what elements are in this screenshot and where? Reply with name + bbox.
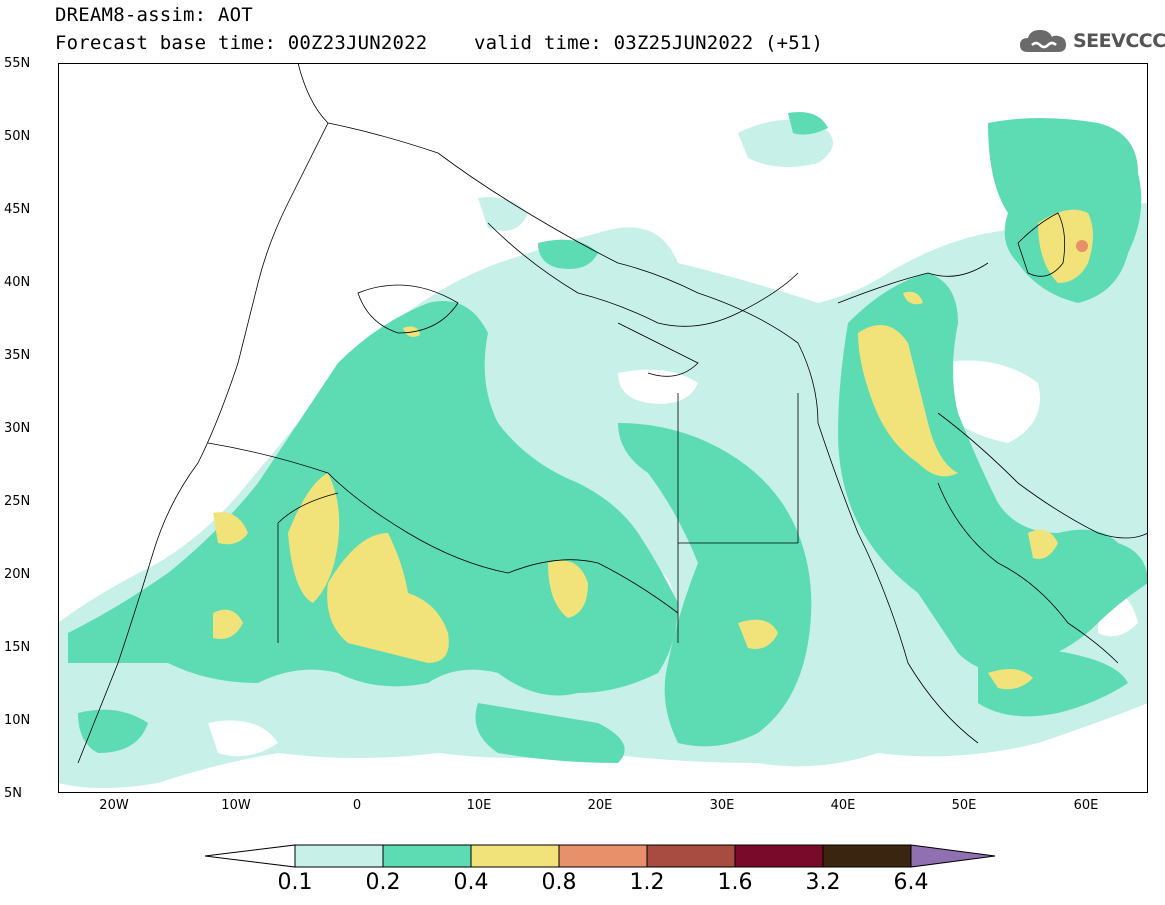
aot-map-svg [58, 63, 1148, 793]
lat-label-50n: 50N [4, 129, 31, 144]
map-title: DREAM8-assim: AOT [55, 4, 253, 26]
colorbar-label-3: 0.8 [541, 870, 577, 895]
map-border [58, 63, 1148, 793]
lon-label-20e: 20E [587, 798, 613, 813]
lon-label-0: 0 [352, 798, 362, 813]
colorbar-label-6: 3.2 [805, 870, 841, 895]
colorbar-box-2 [470, 844, 560, 868]
forecast-time-line: Forecast base time: 00Z23JUN2022 valid t… [55, 32, 824, 54]
lat-label-25n: 25N [4, 494, 31, 509]
lon-label-60e: 60E [1073, 798, 1099, 813]
lon-label-10e: 10E [466, 798, 492, 813]
lat-label-45n: 45N [4, 202, 31, 217]
colorbar-label-7: 6.4 [893, 870, 929, 895]
lat-label-55n: 55N [4, 56, 31, 71]
colorbar-box-0 [294, 844, 384, 868]
lat-label-5n: 5N [4, 786, 22, 801]
colorbar-box-3 [558, 844, 648, 868]
lon-label-50e: 50E [951, 798, 977, 813]
lon-label-30e: 30E [709, 798, 735, 813]
aot-level-0.8-hotspot [1076, 240, 1088, 252]
colorbar-label-1: 0.2 [365, 870, 401, 895]
lon-label-20w: 20W [99, 798, 129, 813]
colorbar-box-4 [646, 844, 736, 868]
aot-map [58, 63, 1148, 793]
lat-label-15n: 15N [4, 640, 31, 655]
colorbar [205, 844, 996, 868]
colorbar-label-2: 0.4 [453, 870, 489, 895]
lat-label-10n: 10N [4, 713, 31, 728]
lat-label-35n: 35N [4, 348, 31, 363]
colorbar-box-5 [734, 844, 824, 868]
seevccc-logo: SEEVCCC [1018, 24, 1165, 58]
aot-level-0.2-field [68, 112, 1148, 763]
colorbar-box-6 [822, 844, 912, 868]
colorbar-high-arrow [910, 844, 996, 868]
colorbar-label-5: 1.6 [717, 870, 753, 895]
cloud-icon [1020, 30, 1066, 52]
lon-label-10w: 10W [221, 798, 251, 813]
lat-label-20n: 20N [4, 567, 31, 582]
lat-label-30n: 30N [4, 421, 31, 436]
colorbar-label-0: 0.1 [277, 870, 313, 895]
lon-label-40e: 40E [830, 798, 856, 813]
aot-level-0.4-field [213, 209, 1093, 690]
logo-text: SEEVCCC [1073, 30, 1165, 52]
colorbar-label-4: 1.2 [629, 870, 665, 895]
colorbar-box-1 [382, 844, 472, 868]
coastlines [77, 63, 1148, 764]
lat-label-40n: 40N [4, 275, 31, 290]
colorbar-low-arrow [205, 844, 296, 868]
